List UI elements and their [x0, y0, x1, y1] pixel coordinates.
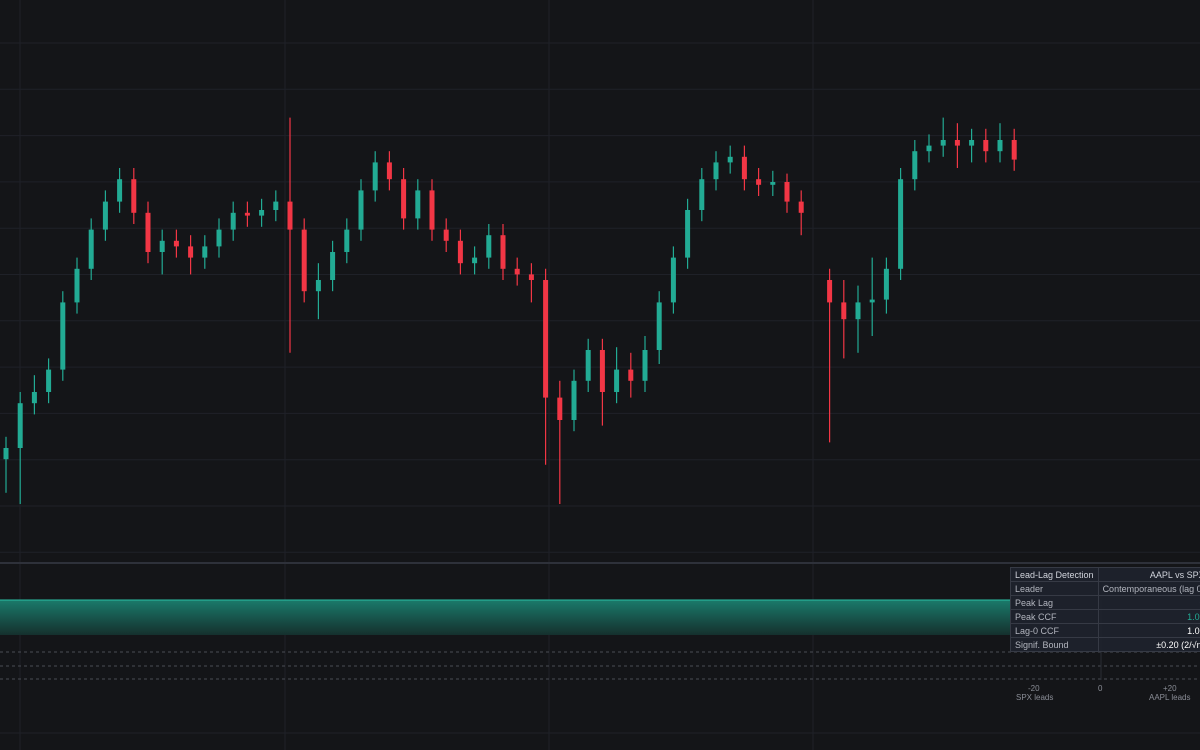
- table-row: Leader Contemporaneous (lag 0): [1010, 581, 1200, 596]
- lag-label: -20: [1028, 684, 1040, 693]
- candle-body: [216, 229, 222, 247]
- candle-body: [31, 392, 37, 404]
- candle-body: [230, 212, 236, 230]
- candle-body: [301, 229, 307, 292]
- lag-label: 0: [1098, 684, 1103, 693]
- candle-body: [486, 235, 492, 258]
- candle-body: [60, 302, 66, 370]
- candle-body: [386, 162, 392, 180]
- candle-body: [926, 145, 932, 152]
- candle-body: [912, 151, 918, 180]
- candle-body: [699, 179, 705, 210]
- candle-body: [670, 257, 676, 303]
- candle-body: [330, 252, 336, 280]
- candle-body: [74, 268, 80, 303]
- candle-body: [500, 235, 506, 269]
- candle-body: [543, 280, 549, 398]
- candle-body: [401, 179, 407, 219]
- candle-body: [188, 246, 194, 258]
- candle-body: [827, 280, 833, 303]
- candle-body: [656, 302, 662, 350]
- candle-body: [287, 201, 293, 230]
- candle-body: [17, 403, 23, 448]
- candle-body: [344, 229, 350, 252]
- candle-body: [244, 212, 250, 216]
- candle-body: [1011, 140, 1017, 160]
- table-value: AAPL vs SPX: [1097, 567, 1200, 582]
- candle-body: [358, 190, 364, 230]
- candle-body: [571, 380, 577, 420]
- side-label: SPX leads: [1016, 693, 1054, 702]
- ccf-band: [0, 600, 1010, 635]
- candle-body: [798, 201, 804, 213]
- candle-body: [117, 179, 123, 202]
- candle-body: [514, 268, 520, 275]
- candle-body: [940, 140, 946, 146]
- candle-body: [784, 182, 790, 202]
- candle-body: [46, 369, 52, 392]
- candle-body: [457, 240, 463, 264]
- table-value: Contemporaneous (lag 0): [1097, 581, 1200, 596]
- candle-body: [883, 268, 889, 300]
- candle-body: [173, 240, 179, 247]
- table-value: 0: [1097, 595, 1200, 610]
- candle-body: [259, 210, 265, 216]
- table-key: Lag-0 CCF: [1010, 623, 1099, 638]
- lead-lag-table: Lead-Lag Detection AAPL vs SPX Leader Conte…: [1010, 567, 1200, 652]
- candle-body: [472, 257, 478, 264]
- candle-body: [741, 156, 747, 180]
- candle-body: [131, 179, 137, 213]
- table-row: Lead-Lag Detection AAPL vs SPX: [1010, 567, 1200, 582]
- table-value: ±0.20 (2/√n): [1097, 637, 1200, 652]
- candle-body: [841, 302, 847, 320]
- candle-body: [443, 229, 449, 241]
- candle-body: [145, 212, 151, 252]
- candle-body: [599, 350, 605, 392]
- candle-body: [997, 140, 1003, 152]
- candle-body: [528, 274, 534, 280]
- table-key: Leader: [1010, 581, 1099, 596]
- candle-body: [429, 190, 435, 230]
- table-key: Peak Lag: [1010, 595, 1099, 610]
- candle-body: [202, 246, 208, 258]
- table-key: Lead-Lag Detection: [1010, 567, 1099, 582]
- candle-body: [770, 182, 776, 185]
- table-value: 1.00: [1097, 623, 1200, 638]
- candle-body: [273, 201, 279, 210]
- candle-body: [315, 280, 321, 292]
- side-label: AAPL leads: [1149, 693, 1191, 702]
- table-key: Peak CCF: [1010, 609, 1099, 624]
- table-key: Signif. Bound: [1010, 637, 1099, 652]
- candle-body: [614, 369, 620, 392]
- table-value: 1.00: [1097, 609, 1200, 624]
- table-row: Peak Lag0: [1010, 595, 1200, 610]
- lag-label: +20: [1163, 684, 1177, 693]
- table-row: Signif. Bound ±0.20 (2/√n): [1010, 637, 1200, 652]
- candle-body: [685, 210, 691, 258]
- candle-body: [557, 397, 563, 420]
- candle-body: [628, 369, 634, 381]
- candle-body: [585, 350, 591, 381]
- candle-body: [88, 229, 94, 269]
- dashed-levels: [0, 651, 1200, 680]
- candle-body: [102, 201, 108, 230]
- candle-body: [713, 162, 719, 180]
- candle-body: [415, 190, 421, 219]
- candle-body: [969, 140, 975, 146]
- candle-body: [3, 448, 9, 460]
- candle-body: [983, 140, 989, 152]
- candle-body: [954, 140, 960, 146]
- candle-body: [642, 350, 648, 381]
- candle-body: [727, 156, 733, 163]
- candle-body: [855, 302, 861, 320]
- candle-body: [869, 299, 875, 303]
- candle-body: [898, 179, 904, 269]
- candle-body: [372, 162, 378, 191]
- candle-body: [159, 240, 165, 252]
- candle-body: [756, 179, 762, 185]
